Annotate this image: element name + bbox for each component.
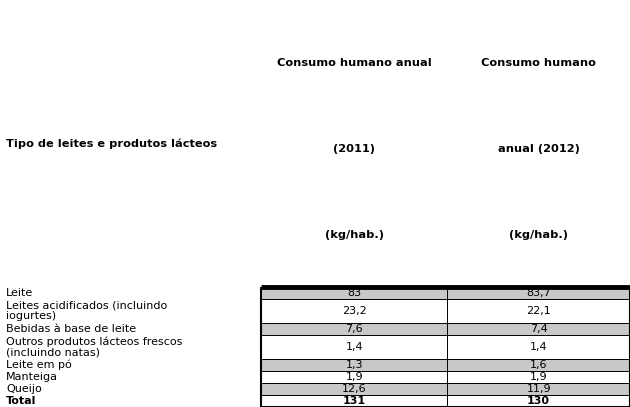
Bar <box>261 395 630 407</box>
Text: 7,4: 7,4 <box>530 324 547 334</box>
Text: 1,9: 1,9 <box>530 372 547 382</box>
Text: 130: 130 <box>527 396 550 406</box>
Text: 22,1: 22,1 <box>526 306 551 316</box>
Bar <box>261 371 630 383</box>
Text: 7,6: 7,6 <box>346 324 363 334</box>
Text: (kg/hab.): (kg/hab.) <box>509 230 568 240</box>
Text: 23,2: 23,2 <box>342 306 367 316</box>
Text: anual (2012): anual (2012) <box>498 144 580 154</box>
Text: 1,4: 1,4 <box>346 342 363 352</box>
Text: Total: Total <box>6 396 37 406</box>
Text: iogurtes): iogurtes) <box>6 311 57 321</box>
Text: 1,4: 1,4 <box>530 342 547 352</box>
Text: 1,9: 1,9 <box>346 372 363 382</box>
Bar <box>261 299 630 323</box>
Bar <box>261 383 630 395</box>
Text: (incluindo natas): (incluindo natas) <box>6 347 100 357</box>
Text: 83,7: 83,7 <box>526 288 551 298</box>
Bar <box>261 287 630 299</box>
Bar <box>261 323 630 335</box>
Text: 83: 83 <box>347 288 362 298</box>
Text: 1,6: 1,6 <box>530 360 547 370</box>
Text: 131: 131 <box>343 396 366 406</box>
Text: Leite: Leite <box>6 288 33 298</box>
Text: 1,3: 1,3 <box>346 360 363 370</box>
Text: Leites acidificados (incluindo: Leites acidificados (incluindo <box>6 301 168 311</box>
Bar <box>261 359 630 371</box>
Text: Consumo humano: Consumo humano <box>481 58 596 68</box>
Text: Outros produtos lácteos frescos: Outros produtos lácteos frescos <box>6 337 183 347</box>
Text: Leite em pó: Leite em pó <box>6 360 72 370</box>
Text: 11,9: 11,9 <box>526 384 551 394</box>
Text: 12,6: 12,6 <box>342 384 367 394</box>
Text: (2011): (2011) <box>333 144 375 154</box>
Text: Queijo: Queijo <box>6 384 42 394</box>
Text: Consumo humano anual: Consumo humano anual <box>277 58 432 68</box>
Text: Bebidas à base de leite: Bebidas à base de leite <box>6 324 137 334</box>
Bar <box>261 335 630 359</box>
Text: Manteiga: Manteiga <box>6 372 59 382</box>
Text: (kg/hab.): (kg/hab.) <box>325 230 384 240</box>
Text: Tipo de leites e produtos lácteos: Tipo de leites e produtos lácteos <box>6 138 217 149</box>
